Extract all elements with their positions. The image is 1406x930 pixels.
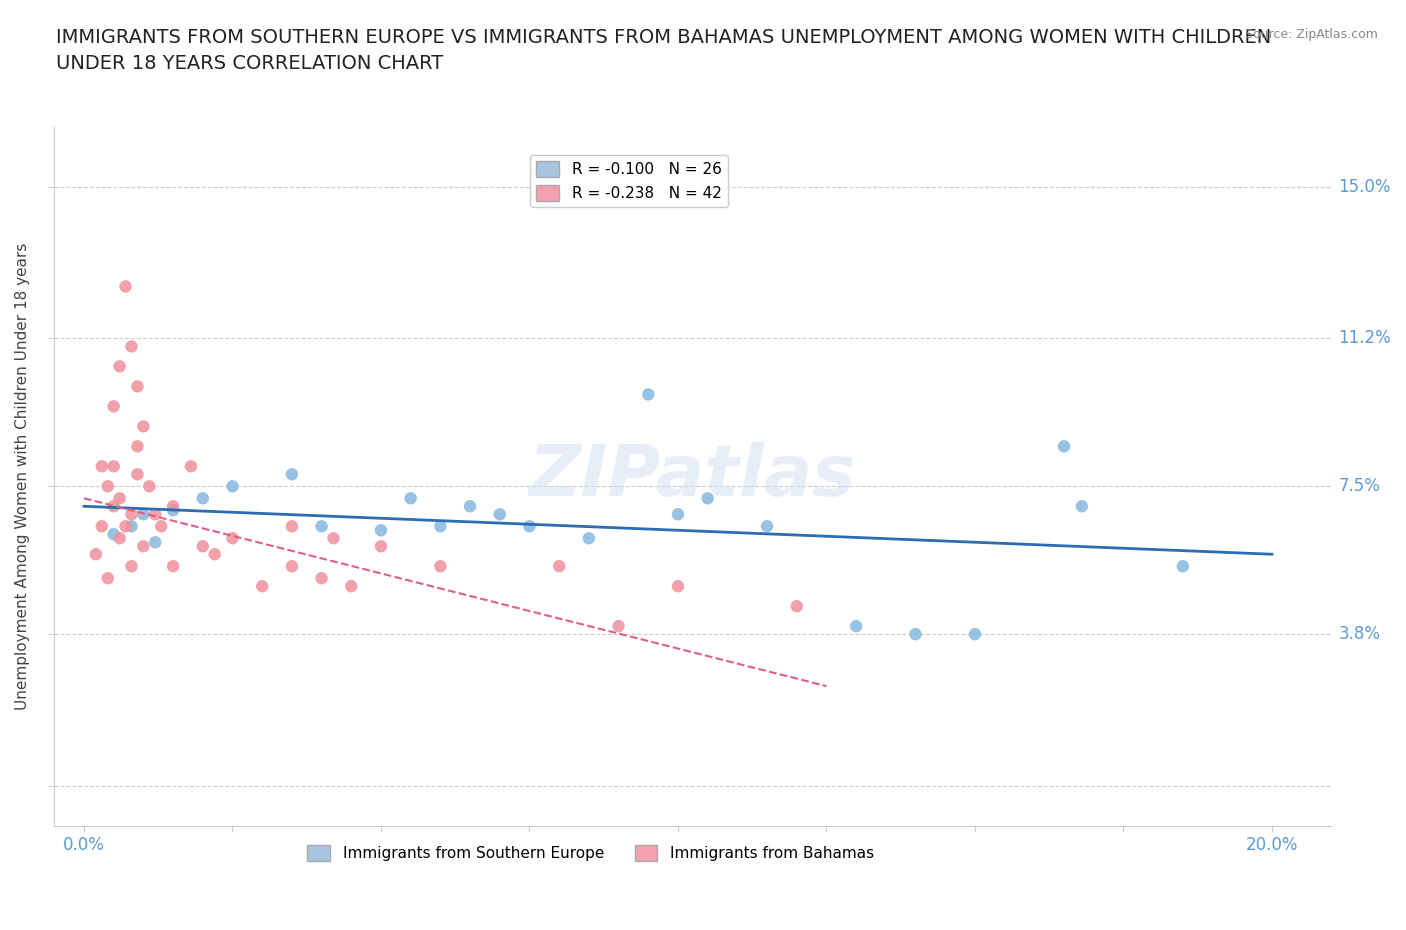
Text: 7.5%: 7.5% bbox=[1339, 477, 1381, 496]
Point bbox=[143, 507, 166, 522]
Point bbox=[250, 578, 273, 593]
Point bbox=[519, 519, 541, 534]
Point bbox=[756, 519, 779, 534]
Point bbox=[162, 559, 184, 574]
Point bbox=[399, 491, 422, 506]
Point bbox=[221, 479, 243, 494]
Point bbox=[637, 387, 659, 402]
Point bbox=[666, 578, 689, 593]
Point bbox=[132, 418, 155, 433]
Point bbox=[370, 523, 392, 538]
Point bbox=[221, 531, 243, 546]
Point bbox=[429, 519, 451, 534]
Point bbox=[1070, 498, 1092, 513]
Point bbox=[666, 507, 689, 522]
Point bbox=[281, 467, 304, 482]
Point bbox=[191, 491, 214, 506]
Point bbox=[138, 479, 160, 494]
Point bbox=[488, 507, 510, 522]
Point bbox=[370, 538, 392, 553]
Point bbox=[191, 538, 214, 553]
Point bbox=[114, 519, 136, 534]
Point bbox=[578, 531, 600, 546]
Point bbox=[162, 503, 184, 518]
Y-axis label: Unemployment Among Women with Children Under 18 years: Unemployment Among Women with Children U… bbox=[15, 243, 30, 710]
Point bbox=[150, 519, 173, 534]
Point bbox=[548, 559, 571, 574]
Point bbox=[90, 519, 112, 534]
Text: IMMIGRANTS FROM SOUTHERN EUROPE VS IMMIGRANTS FROM BAHAMAS UNEMPLOYMENT AMONG WO: IMMIGRANTS FROM SOUTHERN EUROPE VS IMMIG… bbox=[56, 28, 1271, 73]
Point bbox=[84, 547, 107, 562]
Point bbox=[90, 458, 112, 473]
Point bbox=[103, 458, 125, 473]
Text: 11.2%: 11.2% bbox=[1339, 329, 1391, 348]
Legend: Immigrants from Southern Europe, Immigrants from Bahamas: Immigrants from Southern Europe, Immigra… bbox=[301, 839, 880, 868]
Point bbox=[103, 399, 125, 414]
Point bbox=[97, 479, 120, 494]
Point bbox=[204, 547, 226, 562]
Point bbox=[121, 507, 143, 522]
Point bbox=[121, 519, 143, 534]
Point bbox=[786, 599, 808, 614]
Point bbox=[114, 279, 136, 294]
Point bbox=[340, 578, 363, 593]
Point bbox=[281, 559, 304, 574]
Point bbox=[607, 618, 630, 633]
Point bbox=[103, 498, 125, 513]
Point bbox=[108, 531, 131, 546]
Point bbox=[132, 507, 155, 522]
Point bbox=[322, 531, 344, 546]
Point bbox=[281, 519, 304, 534]
Point bbox=[143, 535, 166, 550]
Point bbox=[121, 339, 143, 353]
Point bbox=[845, 618, 868, 633]
Point bbox=[904, 627, 927, 642]
Text: 3.8%: 3.8% bbox=[1339, 625, 1381, 644]
Point bbox=[162, 498, 184, 513]
Point bbox=[108, 491, 131, 506]
Point bbox=[108, 359, 131, 374]
Point bbox=[1171, 559, 1194, 574]
Point bbox=[127, 439, 149, 454]
Point bbox=[127, 467, 149, 482]
Point bbox=[132, 538, 155, 553]
Point bbox=[311, 519, 333, 534]
Point bbox=[121, 559, 143, 574]
Point bbox=[180, 458, 202, 473]
Point bbox=[127, 379, 149, 393]
Point bbox=[696, 491, 718, 506]
Text: ZIPatlas: ZIPatlas bbox=[529, 442, 856, 511]
Point bbox=[97, 571, 120, 586]
Point bbox=[429, 559, 451, 574]
Point bbox=[1053, 439, 1076, 454]
Point bbox=[458, 498, 481, 513]
Text: Source: ZipAtlas.com: Source: ZipAtlas.com bbox=[1244, 28, 1378, 41]
Point bbox=[311, 571, 333, 586]
Point bbox=[963, 627, 986, 642]
Point bbox=[103, 526, 125, 541]
Text: 15.0%: 15.0% bbox=[1339, 178, 1391, 195]
